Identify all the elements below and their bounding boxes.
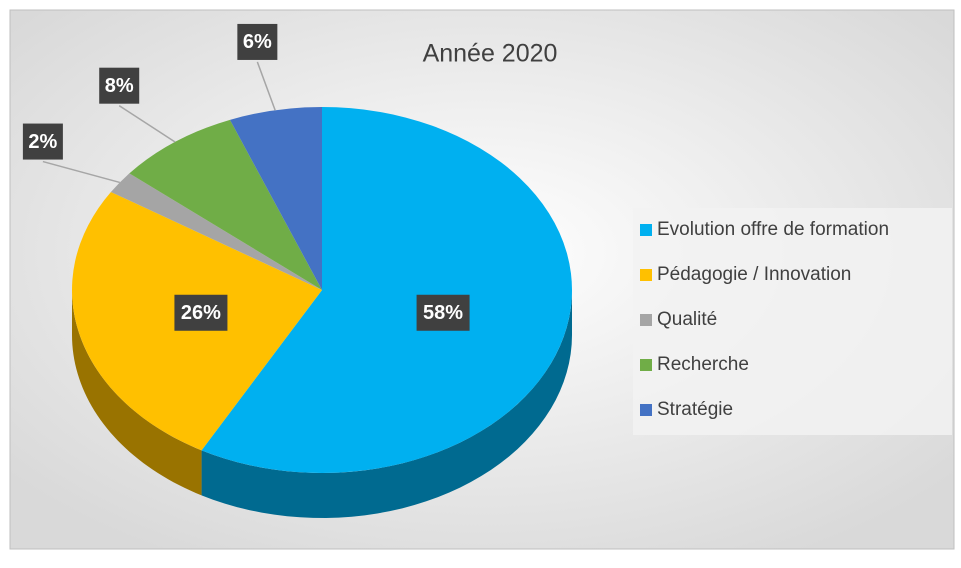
legend <box>633 208 952 435</box>
slice-side <box>201 290 572 518</box>
data-label-box <box>237 23 278 60</box>
legend-label: Evolution offre de formation <box>657 219 889 240</box>
legend-swatch <box>640 359 652 371</box>
chart-title: Année 2020 <box>423 40 558 68</box>
leader-line <box>256 61 276 111</box>
slice <box>229 107 322 290</box>
legend-label: Pédagogie / Innovation <box>657 264 851 285</box>
leader-line <box>42 160 120 184</box>
slice <box>110 173 322 290</box>
legend-label: Recherche <box>657 354 749 375</box>
data-label: 58% <box>423 302 463 324</box>
legend-swatch <box>640 314 652 326</box>
data-label-box <box>99 67 140 104</box>
legend-label: Stratégie <box>657 399 733 420</box>
data-label-box <box>174 294 228 331</box>
legend-label: Qualité <box>657 309 717 330</box>
data-label: 8% <box>105 75 134 97</box>
leader-line <box>118 105 176 143</box>
slice <box>201 107 572 473</box>
data-label: 2% <box>28 131 57 153</box>
data-label: 26% <box>181 302 221 324</box>
legend-swatch <box>640 404 652 416</box>
data-label: 6% <box>243 31 272 53</box>
data-label-box <box>22 123 63 160</box>
slice-side <box>72 290 202 496</box>
legend-swatch <box>640 269 652 281</box>
slice <box>129 119 322 290</box>
data-label-box <box>416 294 470 331</box>
legend-swatch <box>640 224 652 236</box>
